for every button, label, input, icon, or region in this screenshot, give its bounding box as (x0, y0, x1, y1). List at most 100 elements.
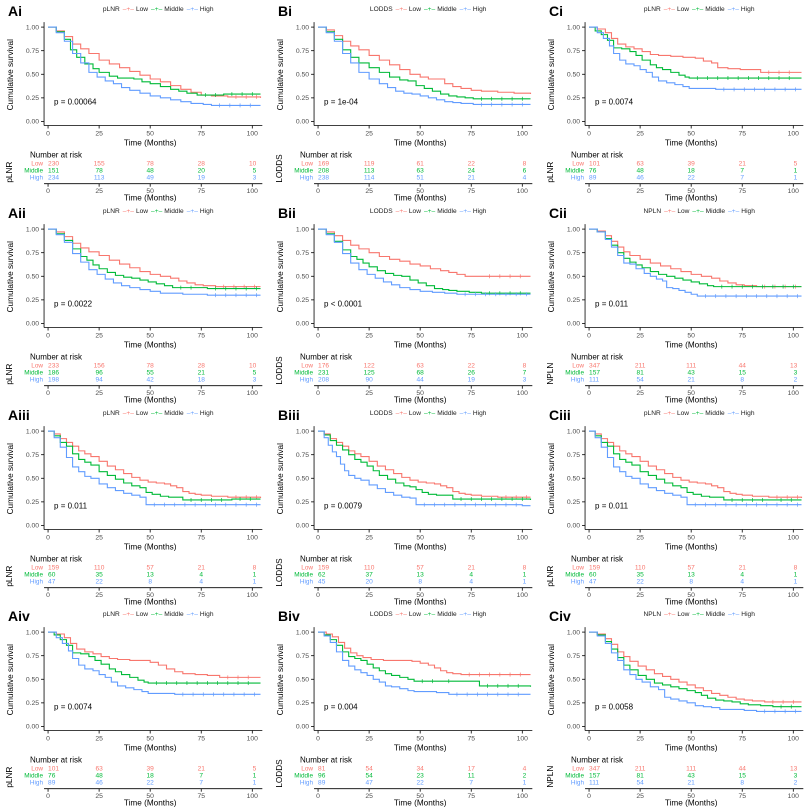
y-tick-label: 0.25 (296, 95, 309, 102)
y-tick-label: 0.25 (26, 700, 39, 707)
risk-count: 21 (687, 780, 695, 787)
risk-x-tick-label: 100 (517, 390, 529, 397)
survival-curve-low (48, 430, 262, 498)
legend: pLNR –+– Low –+– Middle –+– High (103, 208, 214, 215)
survival-curve-low (588, 228, 802, 287)
risk-count: 15 (738, 773, 746, 780)
risk-count: 13 (790, 362, 798, 369)
risk-x-tick-label: 25 (366, 390, 374, 397)
survival-curve-middle (48, 26, 261, 96)
risk-x-tick-label: 0 (46, 793, 50, 800)
risk-count: 21 (198, 369, 206, 376)
x-tick-label: 100 (787, 130, 799, 137)
y-tick-label: 0.25 (296, 700, 309, 707)
legend-marker-icon: –+– (424, 208, 436, 215)
y-tick-label: 0.00 (296, 522, 309, 529)
y-tick-label: 0.75 (296, 48, 309, 55)
risk-x-tick-label: 50 (417, 793, 425, 800)
risk-count: 13 (417, 571, 425, 578)
risk-count: 6 (523, 168, 527, 175)
risk-row-label: Low (31, 766, 43, 773)
risk-count: 4 (523, 766, 527, 773)
risk-count: 347 (589, 362, 600, 369)
x-tick-label: 0 (316, 736, 320, 743)
legend-marker-icon: –+– (460, 6, 472, 13)
km-panel-Ai: Ai pLNR –+– Low –+– Middle –+– High 1.00 0.75 0.50… (0, 0, 270, 202)
survival-curve-middle (318, 430, 532, 500)
legend-title: NPLN (643, 611, 661, 618)
risk-count: 43 (687, 773, 695, 780)
y-tick-label: 1.00 (566, 226, 579, 233)
risk-count: 17 (468, 766, 476, 773)
risk-table-title: Number at risk (571, 756, 624, 765)
risk-x-tick-label: 75 (468, 592, 476, 599)
risk-count: 3 (793, 773, 797, 780)
legend-entry-label: Low (677, 208, 689, 215)
y-axis-title: Cumulative survival (6, 241, 15, 313)
x-axis-title: Time (Months) (665, 542, 718, 551)
risk-count: 1 (793, 578, 797, 585)
risk-count: 21 (738, 564, 746, 571)
risk-axis-label: LODDS (275, 356, 284, 385)
x-tick-label: 25 (95, 736, 103, 743)
km-panel-Aii: Aii pLNR –+– Low –+– Middle –+– High 1.00 0.75 0.5… (0, 202, 270, 404)
y-tick-label: 0.50 (296, 72, 309, 79)
survival-curve-middle (588, 430, 802, 501)
risk-row-label: Middle (295, 168, 314, 175)
risk-x-tick-label: 0 (316, 188, 320, 195)
y-axis-title: Cumulative survival (276, 644, 285, 716)
legend: LODDS –+– Low –+– Middle –+– High (370, 6, 487, 13)
risk-table-title: Number at risk (571, 151, 624, 160)
risk-x-axis-title: Time (Months) (394, 597, 447, 605)
risk-count: 4 (740, 578, 744, 585)
risk-count: 43 (687, 369, 695, 376)
risk-count: 22 (95, 578, 103, 585)
risk-count: 198 (48, 376, 59, 383)
risk-x-axis-title: Time (Months) (665, 395, 718, 403)
legend-marker-icon: –+– (187, 611, 199, 618)
risk-x-axis-title: Time (Months) (394, 799, 447, 807)
x-axis-title: Time (Months) (124, 542, 177, 551)
risk-count: 89 (318, 780, 326, 787)
risk-count: 110 (635, 564, 646, 571)
legend-entry-label: High (200, 6, 214, 13)
panel-label: Bi (278, 3, 292, 19)
x-tick-label: 50 (146, 534, 154, 541)
y-tick-label: 1.00 (296, 630, 309, 637)
survival-curve-middle (588, 26, 802, 79)
risk-count: 8 (793, 564, 797, 571)
legend-entry-label: Middle (438, 208, 458, 215)
legend-title: pLNR (103, 208, 120, 215)
x-tick-label: 50 (417, 332, 425, 339)
x-tick-label: 50 (687, 332, 695, 339)
x-axis-title: Time (Months) (394, 542, 447, 551)
x-tick-label: 75 (468, 534, 476, 541)
legend-entry-label: Middle (438, 410, 458, 417)
survival-curve-high (588, 26, 802, 90)
risk-count: 8 (253, 564, 257, 571)
risk-count: 8 (523, 161, 527, 168)
risk-count: 63 (95, 766, 103, 773)
risk-x-tick-label: 25 (95, 793, 103, 800)
risk-x-tick-label: 100 (787, 793, 799, 800)
x-tick-label: 50 (687, 736, 695, 743)
risk-count: 47 (366, 780, 374, 787)
risk-row-label: Middle (565, 369, 584, 376)
p-value: p = 0.0074 (54, 703, 93, 712)
legend: NPLN –+– Low –+– Middle –+– High (643, 208, 755, 215)
x-tick-label: 75 (197, 736, 205, 743)
risk-count: 101 (589, 161, 600, 168)
x-tick-label: 0 (46, 736, 50, 743)
risk-count: 110 (94, 564, 105, 571)
legend: pLNR –+– Low –+– Middle –+– High (644, 6, 755, 13)
risk-count: 35 (95, 571, 103, 578)
p-value: p < 0.0001 (324, 299, 363, 308)
risk-count: 78 (95, 168, 103, 175)
risk-row-label: High (30, 780, 44, 787)
risk-axis-label: pLNR (546, 162, 555, 183)
panel-label: Civ (549, 608, 571, 624)
y-tick-label: 0.75 (26, 451, 39, 458)
risk-count: 186 (48, 369, 59, 376)
risk-x-tick-label: 25 (95, 188, 103, 195)
risk-x-axis-title: Time (Months) (394, 194, 447, 202)
